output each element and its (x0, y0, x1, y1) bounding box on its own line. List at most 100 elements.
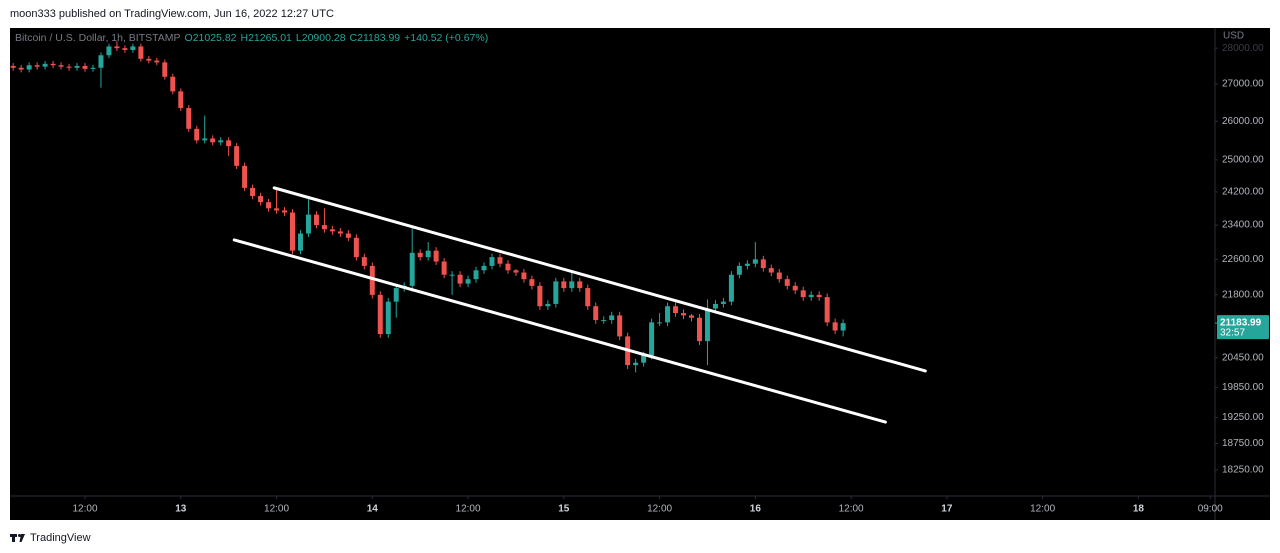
candle-body (457, 274, 463, 284)
candle-body (50, 63, 56, 66)
candle-body (337, 231, 343, 234)
candle-body (473, 270, 479, 280)
candle-body (593, 306, 599, 321)
candle-body (417, 252, 423, 258)
candle-body (808, 294, 814, 298)
candle-body (385, 301, 391, 335)
candle-body (505, 263, 511, 271)
candle-body (26, 65, 32, 70)
legend: Bitcoin / U.S. Dollar, 1h, BITSTAMP O2102… (15, 32, 488, 44)
ohlc-value: 21265.01 (248, 32, 292, 44)
candle-body (74, 65, 80, 68)
y-tick-label: 19850.00 (1222, 382, 1264, 393)
brand: TradingView (30, 532, 91, 544)
last-price-box (1217, 315, 1269, 340)
candle-body (282, 210, 288, 213)
candle-body (649, 322, 655, 356)
candle-body (226, 140, 232, 147)
candle-body (800, 290, 806, 298)
candle-body (657, 322, 663, 324)
candle-body (824, 297, 830, 323)
x-tick-label: 17 (941, 504, 953, 515)
candle-body (633, 362, 639, 366)
y-tick-label: 20450.00 (1222, 352, 1264, 363)
candle-body (513, 270, 519, 273)
candle-body (545, 303, 551, 307)
candle-body (297, 233, 303, 251)
y-tick-label: 19250.00 (1222, 412, 1264, 423)
candle-body (425, 250, 431, 258)
candle-body (696, 317, 702, 342)
candle-body (122, 48, 128, 50)
x-tick-label: 12:00 (647, 504, 672, 515)
candle-body (465, 279, 471, 284)
candle-body (258, 196, 264, 203)
candle-body (130, 46, 136, 50)
candle-body (601, 320, 607, 322)
candle-body (704, 308, 710, 342)
y-tick-label: 18750.00 (1222, 438, 1264, 449)
candle-body (409, 252, 415, 286)
candle-body (90, 67, 96, 69)
candle-body (234, 146, 240, 166)
change: +140.52 (+0.67%) (404, 32, 488, 44)
last-price: 21183.99 (1220, 318, 1262, 329)
y-tick-label: 21800.00 (1222, 289, 1264, 300)
candle-body (665, 306, 671, 323)
candle-body (146, 58, 152, 61)
currency: USD (1223, 31, 1244, 42)
candle-body (194, 128, 200, 141)
candle-body (10, 65, 16, 68)
x-tick-label: 09:00 (1198, 504, 1223, 515)
candle-body (768, 268, 774, 273)
candle-body (433, 250, 439, 262)
x-tick-label: 13 (175, 504, 187, 515)
candle-body (641, 355, 647, 363)
candle-body (816, 294, 822, 298)
trend-line (272, 186, 927, 373)
candle-body (681, 313, 687, 316)
candle-body (345, 233, 351, 238)
y-tick-label: 18250.00 (1222, 465, 1264, 476)
symbol: Bitcoin / U.S. Dollar, 1h, BITSTAMP (15, 32, 181, 44)
x-tick-label: 12:00 (264, 504, 289, 515)
ohlc-value: 20900.28 (302, 32, 346, 44)
ohlc-label: H (241, 32, 249, 44)
candle-body (784, 279, 790, 286)
x-tick-label: 12:00 (456, 504, 481, 515)
candle-body (154, 60, 160, 63)
candle-body (361, 257, 367, 266)
y-tick-label: 22600.00 (1222, 254, 1264, 265)
candle-body (673, 306, 679, 314)
candle-body (98, 55, 104, 68)
candle-body (138, 46, 144, 59)
trend-line (232, 238, 887, 424)
candle-body (840, 323, 846, 331)
candle-body (106, 46, 112, 56)
candle-body (609, 315, 615, 321)
y-tick-label: 28000.00 (1222, 43, 1264, 54)
x-tick-label: 15 (558, 504, 570, 515)
candle-body (58, 65, 64, 67)
candle-body (202, 138, 208, 141)
publish-info: moon333 published on TradingView.com, Ju… (10, 8, 334, 20)
candle-body (305, 214, 311, 234)
candle-body (242, 165, 248, 188)
candle-body (728, 274, 734, 302)
candle-body (561, 281, 567, 289)
candle-body (42, 63, 48, 67)
candle-body (537, 285, 543, 307)
candle-body (577, 281, 583, 289)
x-tick-label: 16 (750, 504, 762, 515)
candle-body (329, 229, 335, 232)
candle-body (34, 65, 40, 67)
x-tick-label: 12:00 (839, 504, 864, 515)
candle-body (218, 140, 224, 143)
ohlc-label: L (296, 32, 302, 44)
candle-body (393, 288, 399, 302)
y-tick-label: 23400.00 (1222, 220, 1264, 231)
x-tick-label: 12:00 (72, 504, 97, 515)
candle-body (250, 187, 256, 197)
candle-body (170, 76, 176, 92)
